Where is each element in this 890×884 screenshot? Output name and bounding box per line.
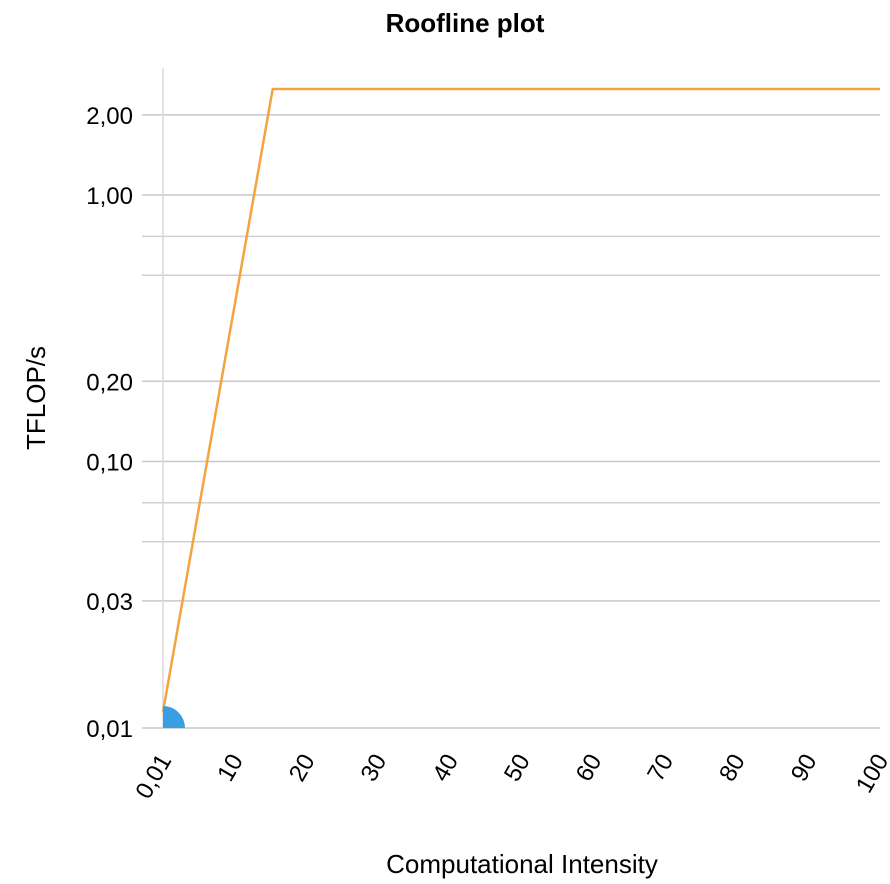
roofline-series-line: [161, 87, 880, 713]
x-tick-labels: 0,01 10 20 30 40 50 60 70 80 90 100: [130, 750, 890, 804]
x-tick-label: 80: [714, 750, 751, 787]
y-tick-label: 0,10: [86, 450, 133, 477]
x-tick-label: 100: [851, 750, 890, 798]
x-tick-label: 40: [427, 750, 464, 787]
y-tick-label: 1,00: [86, 183, 133, 210]
y-tick-label: 0,01: [86, 716, 133, 743]
series-layer: [161, 87, 880, 713]
y-axis-title: TFLOP/s: [21, 346, 51, 450]
x-tick-label: 50: [499, 750, 536, 787]
x-tick-label: 0,01: [130, 750, 177, 804]
chart-title: Roofline plot: [386, 8, 545, 38]
x-tick-label: 60: [571, 750, 608, 787]
data-point-marker: [163, 706, 185, 728]
x-tick-label: 20: [284, 750, 321, 787]
gridlines: [142, 114, 880, 729]
x-tick-label: 90: [786, 750, 823, 787]
x-tick-label: 70: [642, 750, 679, 787]
x-tick-label: 30: [356, 750, 393, 787]
x-axis-title: Computational Intensity: [386, 849, 658, 879]
x-tick-label: 10: [212, 750, 249, 787]
y-tick-label: 2,00: [86, 103, 133, 130]
y-tick-labels: 0,01 0,03 0,10 0,20 1,00 2,00: [86, 103, 133, 743]
y-tick-label: 0,20: [86, 369, 133, 396]
y-tick-label: 0,03: [86, 589, 133, 616]
marker-layer: [163, 706, 185, 728]
